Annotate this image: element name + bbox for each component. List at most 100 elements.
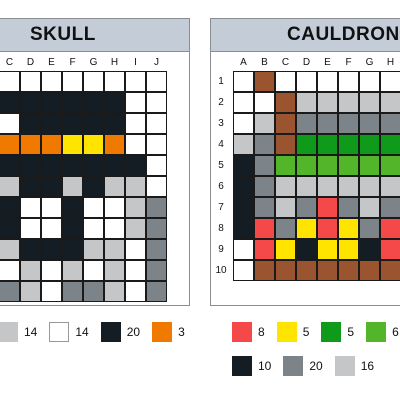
skull-cell[interactable] (62, 176, 83, 197)
skull-cell[interactable] (20, 260, 41, 281)
skull-cell[interactable] (83, 71, 104, 92)
cauldron-cell[interactable] (296, 176, 317, 197)
cauldron-cell[interactable] (338, 113, 359, 134)
skull-cell[interactable] (41, 218, 62, 239)
cauldron-cell[interactable] (359, 92, 380, 113)
skull-cell[interactable] (20, 92, 41, 113)
cauldron-cell[interactable] (296, 134, 317, 155)
skull-cell[interactable] (104, 218, 125, 239)
skull-cell[interactable] (104, 176, 125, 197)
skull-cell[interactable] (146, 260, 167, 281)
skull-cell[interactable] (20, 176, 41, 197)
skull-cell[interactable] (125, 239, 146, 260)
cauldron-cell[interactable] (233, 197, 254, 218)
skull-cell[interactable] (62, 71, 83, 92)
skull-cell[interactable] (41, 113, 62, 134)
cauldron-cell[interactable] (380, 197, 400, 218)
skull-cell[interactable] (83, 239, 104, 260)
skull-cell[interactable] (0, 218, 20, 239)
cauldron-cell[interactable] (296, 92, 317, 113)
cauldron-cell[interactable] (275, 113, 296, 134)
skull-cell[interactable] (125, 281, 146, 302)
skull-cell[interactable] (20, 113, 41, 134)
cauldron-cell[interactable] (233, 71, 254, 92)
skull-cell[interactable] (125, 155, 146, 176)
cauldron-cell[interactable] (233, 92, 254, 113)
cauldron-cell[interactable] (359, 113, 380, 134)
skull-cell[interactable] (146, 197, 167, 218)
skull-cell[interactable] (104, 113, 125, 134)
skull-cell[interactable] (41, 197, 62, 218)
cauldron-cell[interactable] (233, 155, 254, 176)
cauldron-cell[interactable] (317, 197, 338, 218)
cauldron-cell[interactable] (254, 92, 275, 113)
skull-cell[interactable] (104, 92, 125, 113)
cauldron-cell[interactable] (296, 260, 317, 281)
cauldron-cell[interactable] (317, 92, 338, 113)
skull-cell[interactable] (83, 197, 104, 218)
cauldron-cell[interactable] (254, 260, 275, 281)
cauldron-cell[interactable] (233, 176, 254, 197)
skull-cell[interactable] (146, 71, 167, 92)
cauldron-cell[interactable] (380, 92, 400, 113)
cauldron-cell[interactable] (275, 71, 296, 92)
cauldron-cell[interactable] (359, 260, 380, 281)
skull-cell[interactable] (0, 71, 20, 92)
cauldron-cell[interactable] (338, 134, 359, 155)
cauldron-cell[interactable] (254, 113, 275, 134)
cauldron-cell[interactable] (380, 239, 400, 260)
skull-cell[interactable] (104, 155, 125, 176)
cauldron-cell[interactable] (233, 239, 254, 260)
skull-cell[interactable] (41, 281, 62, 302)
cauldron-cell[interactable] (275, 197, 296, 218)
cauldron-cell[interactable] (359, 155, 380, 176)
cauldron-cell[interactable] (359, 239, 380, 260)
skull-cell[interactable] (125, 218, 146, 239)
cauldron-cell[interactable] (338, 239, 359, 260)
skull-cell[interactable] (146, 92, 167, 113)
cauldron-cell[interactable] (275, 218, 296, 239)
cauldron-cell[interactable] (296, 155, 317, 176)
skull-cell[interactable] (62, 260, 83, 281)
skull-cell[interactable] (125, 176, 146, 197)
skull-cell[interactable] (20, 239, 41, 260)
skull-cell[interactable] (0, 260, 20, 281)
cauldron-cell[interactable] (317, 239, 338, 260)
skull-cell[interactable] (83, 134, 104, 155)
skull-cell[interactable] (146, 281, 167, 302)
cauldron-cell[interactable] (317, 218, 338, 239)
skull-cell[interactable] (83, 176, 104, 197)
cauldron-cell[interactable] (254, 134, 275, 155)
cauldron-cell[interactable] (233, 113, 254, 134)
skull-cell[interactable] (83, 218, 104, 239)
skull-cell[interactable] (0, 281, 20, 302)
skull-cell[interactable] (0, 113, 20, 134)
skull-cell[interactable] (125, 71, 146, 92)
cauldron-cell[interactable] (254, 218, 275, 239)
cauldron-cell[interactable] (380, 155, 400, 176)
cauldron-cell[interactable] (233, 218, 254, 239)
skull-cell[interactable] (20, 197, 41, 218)
cauldron-cell[interactable] (338, 155, 359, 176)
skull-cell[interactable] (41, 155, 62, 176)
cauldron-cell[interactable] (254, 176, 275, 197)
skull-cell[interactable] (125, 113, 146, 134)
skull-cell[interactable] (62, 218, 83, 239)
skull-cell[interactable] (62, 239, 83, 260)
skull-cell[interactable] (62, 92, 83, 113)
skull-cell[interactable] (83, 281, 104, 302)
cauldron-cell[interactable] (275, 92, 296, 113)
skull-cell[interactable] (125, 92, 146, 113)
skull-cell[interactable] (41, 260, 62, 281)
cauldron-cell[interactable] (233, 260, 254, 281)
cauldron-cell[interactable] (338, 176, 359, 197)
skull-cell[interactable] (41, 134, 62, 155)
cauldron-cell[interactable] (338, 218, 359, 239)
skull-cell[interactable] (62, 281, 83, 302)
skull-cell[interactable] (104, 197, 125, 218)
skull-cell[interactable] (104, 260, 125, 281)
skull-cell[interactable] (125, 197, 146, 218)
cauldron-cell[interactable] (359, 176, 380, 197)
skull-cell[interactable] (104, 281, 125, 302)
cauldron-cell[interactable] (254, 155, 275, 176)
